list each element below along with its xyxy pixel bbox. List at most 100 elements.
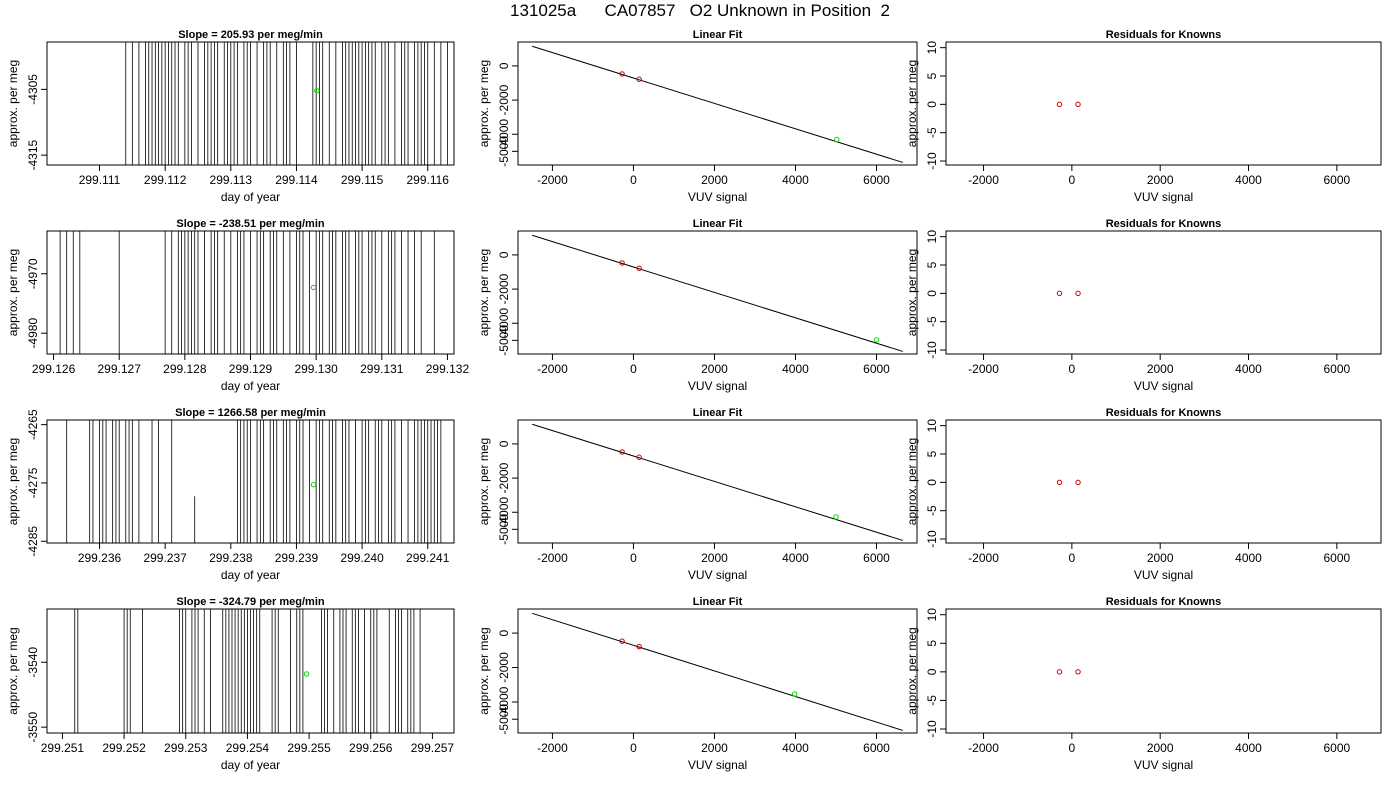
y-axis-label: approx. per meg — [477, 60, 491, 147]
y-axis-label: approx. per meg — [905, 249, 919, 336]
x-tick-label: -2000 — [537, 362, 568, 376]
x-tick-label: 4000 — [1235, 741, 1262, 755]
known-point — [619, 260, 625, 266]
chart-4-3: Residuals for Knowns -2000 0 2000 4000 6000 10… — [905, 596, 1382, 772]
y-tick-label: 0 — [497, 251, 511, 258]
x-tick-label: 299.240 — [340, 551, 384, 565]
y-tick-label: 0 — [497, 62, 511, 69]
x-tick-label: -2000 — [537, 551, 568, 565]
chart-title: Slope = 205.93 per meg/min — [178, 29, 323, 41]
y-tick-label: -3550 — [26, 711, 40, 742]
plot-marks — [532, 423, 903, 541]
x-tick-label: 299.112 — [144, 173, 187, 187]
y-tick-label: -4000 — [497, 308, 511, 339]
plot-frame — [945, 41, 1382, 166]
data-point — [303, 671, 310, 677]
plot-marks — [1056, 290, 1081, 297]
chart-4-2: Linear Fit -2000 0 2000 4000 6000 0 -2000 -4000-… — [477, 596, 918, 772]
chart-title: Linear Fit — [693, 29, 743, 41]
y-tick-label: 5 — [925, 261, 939, 268]
x-tick-label: 2000 — [701, 173, 728, 187]
x-tick-label: 0 — [1069, 741, 1076, 755]
unknown-point — [834, 136, 840, 143]
y-tick-label: -2000 — [497, 652, 511, 683]
x-tick-label: 6000 — [863, 741, 890, 755]
y-tick-label: 0 — [497, 440, 511, 447]
x-tick-label: 299.131 — [360, 362, 404, 376]
y-tick-label: -2000 — [497, 462, 511, 493]
y-tick-label: -10 — [925, 530, 939, 548]
x-tick-label: 0 — [1069, 362, 1076, 376]
chart-title: Slope = -324.79 per meg/min — [176, 596, 325, 608]
known-point — [619, 449, 625, 455]
plot-marks — [1056, 101, 1081, 108]
y-axis-label: approx. per meg — [477, 627, 491, 714]
x-tick-label: 0 — [630, 741, 637, 755]
plot-marks — [59, 231, 435, 354]
chart-title: Slope = -238.51 per meg/min — [176, 218, 325, 230]
plot-frame — [945, 608, 1382, 734]
x-tick-label: -2000 — [537, 173, 568, 187]
chart-3-3: Residuals for Knowns -2000 0 2000 4000 6000 10… — [905, 407, 1382, 582]
y-tick-label: -4275 — [26, 467, 40, 498]
y-axis-label: approx. per meg — [477, 438, 491, 525]
data-point — [310, 284, 317, 291]
x-tick-label: 4000 — [1235, 551, 1262, 565]
y-axis-label: approx. per meg — [6, 438, 20, 525]
x-tick-label: 299.257 — [411, 741, 455, 755]
y-tick-label: -4970 — [26, 258, 40, 289]
x-axis-label: day of year — [221, 190, 280, 204]
chart-1-2: Linear Fit -2000 0 2000 4000 6000 0 -2000 -4000-… — [477, 29, 918, 204]
known-point — [619, 71, 625, 77]
x-axis-label: VUV signal — [688, 758, 747, 772]
x-tick-label: 299.255 — [287, 741, 331, 755]
y-tick-label: -5000 — [497, 704, 511, 735]
fit-line — [532, 45, 903, 163]
plot-marks — [1056, 669, 1081, 675]
x-axis-label: VUV signal — [1134, 758, 1193, 772]
chart-3-1: Slope = 1266.58 per meg/min 299.236 299.23… — [6, 407, 455, 582]
plot-marks — [532, 234, 903, 352]
residual-point — [1075, 669, 1081, 675]
x-tick-label: 0 — [630, 362, 637, 376]
data-point — [314, 87, 320, 94]
y-tick-label: 0 — [925, 290, 939, 297]
chart-4-1: Slope = -324.79 per meg/min 299.251 299.25… — [6, 596, 455, 772]
x-tick-label: 299.252 — [102, 741, 146, 755]
x-tick-label: 4000 — [782, 173, 809, 187]
x-tick-label: 299.126 — [32, 362, 76, 376]
x-tick-label: 299.132 — [426, 362, 470, 376]
y-tick-label: -10 — [925, 720, 939, 738]
chart-title: Residuals for Knowns — [1106, 407, 1222, 419]
x-tick-label: 2000 — [1147, 173, 1174, 187]
x-tick-label: 299.111 — [79, 173, 121, 187]
residual-point — [1075, 290, 1081, 297]
x-tick-label: 0 — [630, 551, 637, 565]
residual-point — [1075, 101, 1081, 108]
y-tick-label: 10 — [925, 41, 939, 55]
y-tick-label: -4285 — [26, 526, 40, 557]
x-tick-label: -2000 — [968, 362, 999, 376]
x-tick-label: 6000 — [1323, 173, 1350, 187]
plot-marks — [1056, 479, 1081, 486]
chart-title: Residuals for Knowns — [1106, 29, 1222, 41]
y-tick-label: 0 — [925, 101, 939, 108]
plot-marks — [532, 45, 903, 163]
x-axis-label: VUV signal — [688, 568, 747, 582]
x-tick-label: 299.239 — [275, 551, 319, 565]
x-axis-label: VUV signal — [1134, 379, 1193, 393]
x-tick-label: 299.128 — [163, 362, 207, 376]
chart-title: Linear Fit — [693, 218, 743, 230]
x-tick-label: 299.129 — [229, 362, 273, 376]
chart-2-1: Slope = -238.51 per meg/min 299.126 299.12… — [6, 218, 469, 393]
y-tick-label: 5 — [925, 72, 939, 79]
x-tick-label: 299.236 — [78, 551, 122, 565]
y-tick-label: -5000 — [497, 325, 511, 356]
x-tick-label: 299.251 — [41, 741, 85, 755]
y-tick-label: -5000 — [497, 136, 511, 167]
y-tick-label: -5 — [925, 316, 939, 327]
x-tick-label: 299.253 — [164, 741, 208, 755]
x-tick-label: 4000 — [1235, 173, 1262, 187]
x-tick-label: 0 — [1069, 551, 1076, 565]
